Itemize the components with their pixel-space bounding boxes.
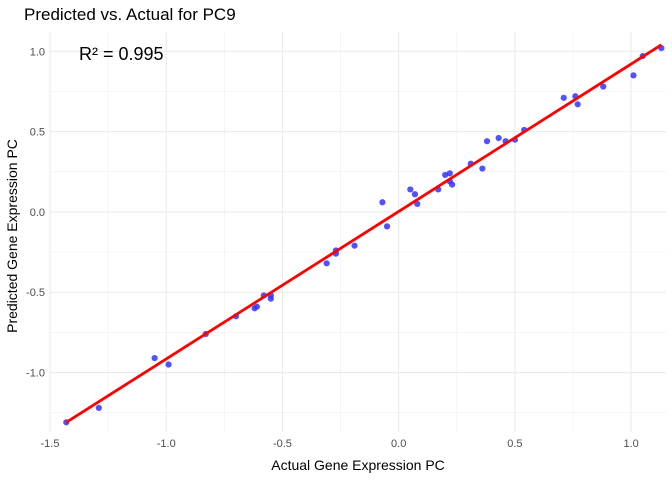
- data-point: [560, 94, 567, 101]
- r-squared-annotation: R² = 0.995: [79, 44, 164, 64]
- data-point: [95, 404, 102, 412]
- x-tick-label: 1.0: [623, 438, 638, 450]
- x-tick-label: 0.5: [507, 438, 522, 450]
- data-point: [483, 138, 491, 145]
- y-tick-label: -0.5: [26, 287, 45, 299]
- data-point: [449, 181, 456, 188]
- major-grid: [49, 32, 666, 432]
- minor-grid: [50, 32, 666, 432]
- data-point: [495, 134, 502, 142]
- data-point: [574, 101, 581, 108]
- y-axis-ticks: -1.0 -0.5 0.0 0.5 1.0: [26, 46, 45, 379]
- y-axis-title: Predicted Gene Expression PC: [4, 139, 20, 333]
- data-point: [253, 303, 260, 310]
- data-point: [165, 361, 172, 368]
- y-tick-label: 1.0: [30, 46, 45, 58]
- y-tick-label: 0.0: [30, 207, 45, 219]
- x-tick-label: -1.0: [157, 438, 176, 450]
- x-tick-label: -1.5: [41, 438, 60, 450]
- data-point: [351, 242, 358, 249]
- x-axis-ticks: -1.5 -1.0 -0.5 0.0 0.5 1.0: [41, 438, 639, 450]
- data-point: [414, 200, 421, 207]
- chart-title: Predicted vs. Actual for PC9: [24, 5, 236, 24]
- y-tick-label: -1.0: [26, 368, 45, 380]
- data-point: [600, 83, 607, 90]
- fit-line: [65, 43, 663, 424]
- data-point: [630, 72, 637, 79]
- data-point: [323, 260, 330, 267]
- y-tick-label: 0.5: [30, 127, 45, 139]
- data-point: [411, 191, 419, 198]
- data-point: [383, 223, 391, 230]
- x-tick-label: -0.5: [273, 438, 292, 450]
- data-point: [151, 355, 158, 362]
- data-point: [446, 170, 453, 177]
- data-point: [479, 165, 486, 172]
- x-axis-title: Actual Gene Expression PC: [271, 457, 445, 473]
- data-point: [407, 186, 414, 193]
- data-point: [379, 199, 386, 206]
- x-tick-label: 0.0: [391, 438, 406, 450]
